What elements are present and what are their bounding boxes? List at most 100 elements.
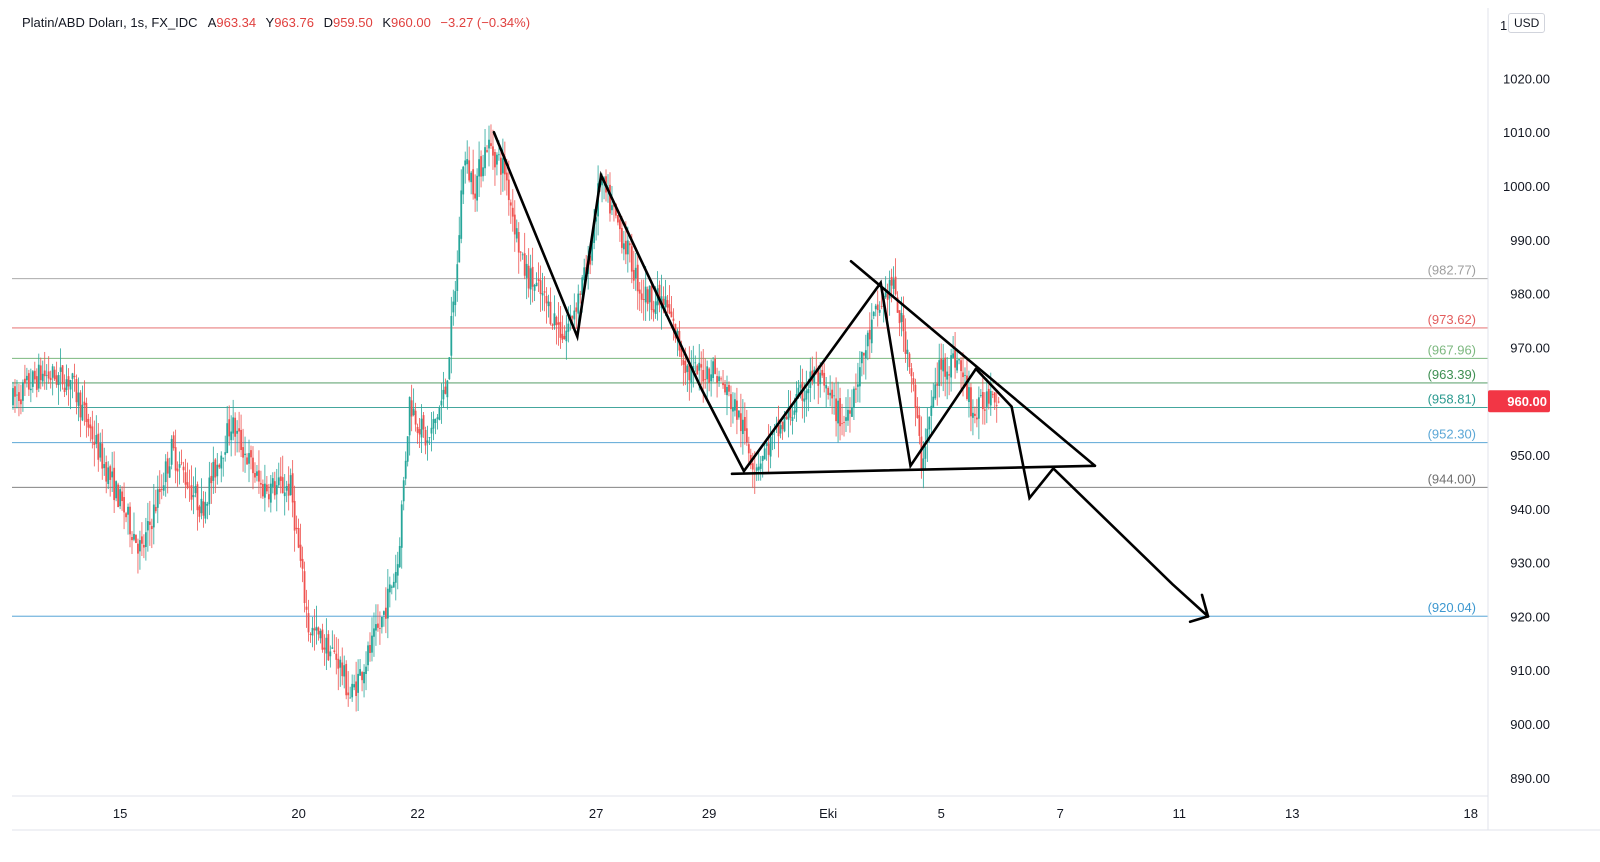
y-tick-label: 890.00 bbox=[1510, 771, 1550, 786]
x-tick-label: 18 bbox=[1464, 806, 1478, 821]
candle-body bbox=[765, 443, 768, 446]
candle-body bbox=[789, 408, 792, 418]
candle-body bbox=[442, 389, 445, 400]
candle-body bbox=[890, 276, 893, 286]
candle-body bbox=[874, 305, 877, 310]
candle-body bbox=[349, 697, 352, 699]
candle-body bbox=[454, 291, 457, 306]
candle-body bbox=[305, 606, 308, 610]
candle-body bbox=[404, 460, 407, 479]
x-tick-label: 15 bbox=[113, 806, 127, 821]
candle-body bbox=[577, 293, 580, 314]
candle-body bbox=[954, 349, 956, 368]
candle-body bbox=[555, 316, 558, 326]
high-value: 963.76 bbox=[274, 15, 314, 30]
candle-body bbox=[857, 384, 859, 387]
candle-body bbox=[920, 436, 923, 469]
candle-body bbox=[158, 488, 161, 493]
candle-body bbox=[105, 462, 108, 482]
candle-body bbox=[906, 349, 909, 354]
candle-body bbox=[747, 444, 750, 454]
candle-body bbox=[817, 369, 820, 386]
candle-body bbox=[137, 543, 139, 554]
candle-body bbox=[412, 408, 415, 416]
currency-button[interactable]: USD bbox=[1508, 13, 1546, 33]
candle-body bbox=[864, 350, 867, 359]
candle-body bbox=[777, 419, 780, 437]
candle-body bbox=[492, 146, 494, 156]
candle-body bbox=[345, 663, 348, 696]
candle-body bbox=[281, 477, 284, 493]
candle-body bbox=[289, 475, 292, 496]
candle-body bbox=[262, 484, 264, 497]
candle-body bbox=[924, 446, 927, 459]
candle-body bbox=[299, 544, 302, 561]
candle-body bbox=[333, 650, 336, 652]
candle-body bbox=[934, 384, 937, 399]
candle-body bbox=[347, 692, 350, 696]
candle-body bbox=[892, 279, 895, 289]
last-price-badge: 960.00 bbox=[1488, 390, 1550, 413]
candle-body bbox=[533, 284, 536, 291]
candle-body bbox=[787, 407, 790, 420]
candle-body bbox=[531, 266, 534, 287]
candle-body bbox=[117, 484, 120, 508]
candle-body bbox=[470, 172, 473, 183]
candle-body bbox=[898, 310, 901, 324]
candle-body bbox=[668, 304, 671, 314]
time-axis[interactable]: 15 20 22 27 29 Eki 5 7 11 13 18 bbox=[113, 806, 1478, 821]
candle-body bbox=[365, 666, 367, 675]
candle-body bbox=[212, 461, 215, 481]
candle-body bbox=[545, 295, 548, 304]
candle-body bbox=[67, 376, 70, 387]
close-label: K bbox=[382, 15, 392, 30]
candle-body bbox=[981, 392, 984, 410]
candle-body bbox=[246, 457, 248, 465]
candle-body bbox=[736, 400, 738, 420]
symbol-name[interactable]: Platin/ABD Doları, 1s, FX_IDC bbox=[22, 15, 198, 30]
candle-body bbox=[311, 627, 314, 636]
candle-body bbox=[767, 443, 770, 455]
candle-body bbox=[989, 390, 992, 406]
candle-body bbox=[267, 494, 270, 500]
candle-body bbox=[926, 428, 929, 443]
candle-body bbox=[928, 416, 931, 430]
candle-body bbox=[210, 475, 213, 484]
candle-body bbox=[517, 232, 520, 253]
x-tick-label: 5 bbox=[938, 806, 945, 821]
candle-body bbox=[944, 357, 947, 377]
candle-body bbox=[664, 296, 667, 308]
candle-body bbox=[888, 280, 891, 299]
candle-body bbox=[910, 368, 913, 377]
candle-body bbox=[51, 366, 54, 378]
candle-body bbox=[680, 348, 683, 357]
candle-body bbox=[478, 159, 480, 177]
trend-line bbox=[730, 464, 1097, 476]
candle-body bbox=[248, 453, 250, 464]
candle-body bbox=[595, 217, 597, 222]
candle-body bbox=[271, 478, 274, 487]
candle-body bbox=[198, 506, 201, 517]
candle-body bbox=[275, 485, 278, 495]
candle-body bbox=[154, 506, 157, 512]
candle-body bbox=[115, 481, 118, 499]
candle-body bbox=[309, 633, 312, 635]
candle-body bbox=[111, 471, 114, 478]
candle-body bbox=[793, 410, 796, 415]
candle-body bbox=[152, 504, 155, 528]
candle-body bbox=[724, 384, 726, 393]
candle-body bbox=[872, 312, 875, 317]
candle-body bbox=[277, 477, 280, 486]
candle-body bbox=[589, 255, 592, 265]
candle-body bbox=[880, 306, 883, 307]
candle-body bbox=[89, 424, 92, 429]
candle-body bbox=[133, 533, 135, 540]
trend-polyline bbox=[974, 367, 1210, 618]
candle-body bbox=[184, 472, 187, 485]
candle-body bbox=[708, 368, 711, 383]
candle-body bbox=[307, 613, 310, 633]
candle-body bbox=[218, 464, 221, 468]
x-tick-label: 7 bbox=[1057, 806, 1064, 821]
candle-body bbox=[87, 418, 90, 428]
